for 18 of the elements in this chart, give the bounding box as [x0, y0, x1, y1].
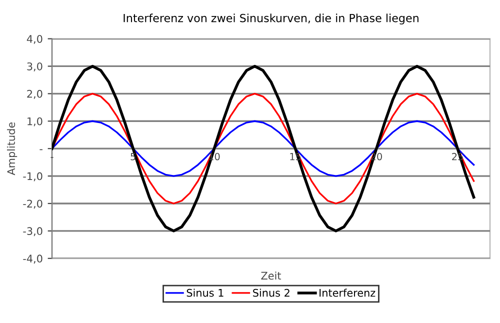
y-tick-label: 4,0: [26, 34, 42, 44]
legend-label: Interferenz: [320, 288, 376, 297]
legend-label: Sinus 2: [253, 288, 290, 297]
x-axis-title: Zeit: [261, 272, 282, 280]
y-axis-title: Amplitude: [7, 122, 18, 176]
y-tick-label: 1,0: [28, 117, 42, 126]
y-tick-label: -1,0: [23, 172, 42, 182]
chart-title: Interferenz von zwei Sinuskurven, die in Phase liegen: [124, 14, 418, 24]
y-tick-label: -2,0: [23, 200, 42, 209]
y-tick-label: 2,0: [27, 90, 42, 99]
y-tick-label: -3,0: [23, 227, 42, 236]
line-series: [52, 120, 475, 177]
legend-label: Sinus 1: [186, 288, 224, 297]
y-tick-label: -4,0: [23, 254, 42, 264]
y-tick-label: -: [40, 149, 42, 150]
line-series: [52, 64, 476, 232]
y-tick-label: 3,0: [27, 62, 42, 72]
line-series: [52, 92, 475, 204]
